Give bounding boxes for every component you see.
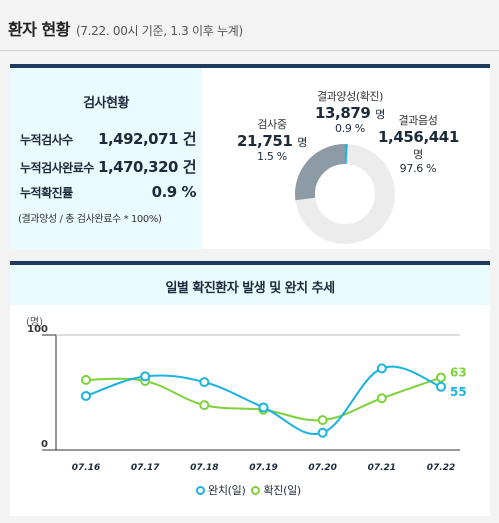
x-tick-label: 07.17 bbox=[131, 463, 160, 473]
positive-percent: 0.9 % bbox=[335, 122, 365, 135]
data-point-recovered bbox=[258, 402, 269, 413]
x-tick-label: 07.16 bbox=[72, 463, 100, 473]
stat-row-total-tests: 누적검사수 1,492,071 건 bbox=[20, 128, 196, 149]
donut-segment-testing bbox=[295, 144, 395, 244]
legend-item-confirmed: 확진(일) bbox=[251, 482, 301, 498]
data-point-confirmed bbox=[317, 415, 328, 426]
x-tick-label: 07.18 bbox=[190, 463, 218, 473]
trend-line-chart: (명)100 0 07.16 07.17 07.18 07.19 07.20 07.21 07.… bbox=[26, 316, 467, 473]
positive-count: 13,879 bbox=[314, 104, 371, 122]
chart-title: 일별 확진환자 발생 및 완치 추세 bbox=[165, 281, 335, 296]
x-tick-label: 07.20 bbox=[308, 463, 336, 473]
page-title: 환자 현황 bbox=[8, 20, 70, 39]
data-point-recovered bbox=[317, 427, 328, 438]
end-value-label-recovered: 55 bbox=[450, 385, 467, 399]
testing-stat: 검사중 21,751 명 1.5 % bbox=[232, 116, 312, 163]
legend-label-confirmed: 확진(일) bbox=[263, 484, 301, 497]
x-tick-label: 07.22 bbox=[427, 463, 455, 473]
y-tick-label: 0 bbox=[41, 439, 48, 450]
donut-chart bbox=[295, 144, 395, 244]
negative-label: 결과음성 bbox=[398, 114, 438, 127]
series-line-recovered bbox=[85, 365, 442, 436]
positive-stat: 결과양성(확진) 13,879 명 0.9 % bbox=[300, 88, 400, 135]
test-summary-heading: 검사현황 bbox=[83, 96, 129, 111]
negative-percent: 97.6 % bbox=[399, 162, 437, 175]
test-status-panel: 검사현황 누적검사수 1,492,071 건 누적검사완료수 1,470,320… bbox=[10, 64, 490, 249]
stat-label: 누적확진률 bbox=[20, 186, 73, 200]
data-point-recovered bbox=[140, 371, 151, 382]
testing-percent: 1.5 % bbox=[257, 150, 287, 163]
stat-label: 누적검사수 bbox=[20, 133, 73, 147]
y-axis-label: (명) bbox=[26, 316, 43, 328]
stat-value: 0.9 % bbox=[151, 183, 197, 201]
page-subtitle: (7.22. 00시 기준, 1.3 이후 누계) bbox=[75, 24, 243, 38]
testing-count: 21,751 bbox=[236, 132, 293, 150]
legend-label-recovered: 완치(일) bbox=[208, 484, 246, 497]
stat-value: 1,470,320 건 bbox=[98, 158, 196, 176]
testing-unit: 명 bbox=[297, 136, 308, 149]
y-tick-label: 100 bbox=[27, 324, 48, 335]
trend-title-band: 일별 확진환자 발생 및 완치 추세 bbox=[10, 265, 490, 305]
data-point-recovered bbox=[436, 381, 446, 392]
stat-value: 1,492,071 건 bbox=[98, 130, 196, 148]
stat-row-positive-rate: 누적확진률 0.9 % bbox=[20, 183, 197, 201]
data-point-confirmed bbox=[436, 372, 446, 383]
header-divider bbox=[0, 50, 499, 51]
data-point-confirmed bbox=[81, 374, 91, 385]
positive-unit: 명 bbox=[375, 108, 386, 121]
chart-legend: 완치(일) 확진(일) bbox=[196, 482, 307, 498]
stat-row-completed-tests: 누적검사완료수 1,470,320 건 bbox=[20, 156, 196, 177]
end-value-label-confirmed: 63 bbox=[450, 366, 467, 380]
negative-count: 1,456,441 bbox=[378, 128, 459, 146]
x-tick-label: 07.21 bbox=[368, 463, 396, 473]
testing-label: 검사중 bbox=[257, 118, 287, 131]
negative-stat: 결과음성 1,456,441 명 97.6 % bbox=[378, 112, 459, 175]
data-point-recovered bbox=[376, 363, 387, 374]
data-point-confirmed bbox=[199, 400, 210, 411]
test-summary: 검사현황 누적검사수 1,492,071 건 누적검사완료수 1,470,320… bbox=[10, 68, 202, 249]
positive-rate-note: (결과양성 / 총 검사완료수 * 100%) bbox=[18, 214, 162, 225]
data-point-recovered bbox=[81, 390, 91, 401]
legend-item-recovered: 완치(일) bbox=[196, 482, 246, 498]
data-point-recovered bbox=[199, 377, 210, 388]
donut-segment-positive bbox=[295, 144, 395, 244]
legend-marker-recovered bbox=[196, 485, 205, 495]
positive-label: 결과양성(확진) bbox=[316, 90, 384, 103]
data-point-confirmed bbox=[376, 393, 387, 404]
page-header: 환자 현황 (7.22. 00시 기준, 1.3 이후 누계) bbox=[8, 16, 243, 40]
legend-marker-confirmed bbox=[251, 485, 261, 495]
x-tick-label: 07.19 bbox=[249, 463, 277, 473]
stat-label: 누적검사완료수 bbox=[20, 161, 94, 175]
negative-unit: 명 bbox=[413, 148, 423, 161]
